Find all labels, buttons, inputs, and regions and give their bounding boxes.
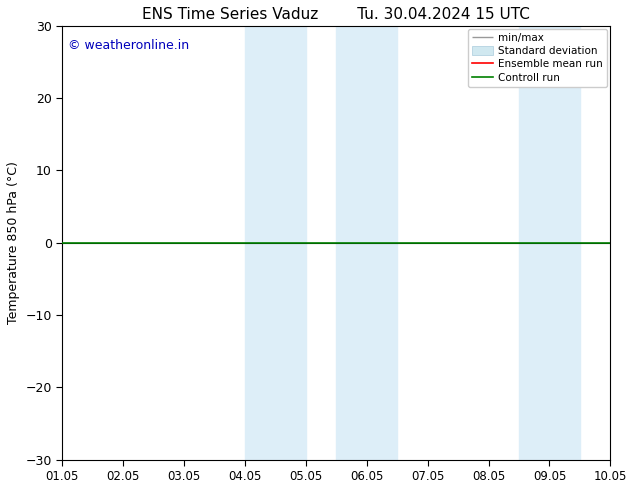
Text: © weatheronline.in: © weatheronline.in [68, 39, 189, 52]
Y-axis label: Temperature 850 hPa (°C): Temperature 850 hPa (°C) [7, 161, 20, 324]
Bar [519, 26, 580, 460]
Bar [245, 26, 306, 460]
Title: ENS Time Series Vaduz        Tu. 30.04.2024 15 UTC: ENS Time Series Vaduz Tu. 30.04.2024 15 … [143, 7, 530, 22]
Bar [336, 26, 398, 460]
Legend: min/max, Standard deviation, Ensemble mean run, Controll run: min/max, Standard deviation, Ensemble me… [468, 29, 607, 87]
